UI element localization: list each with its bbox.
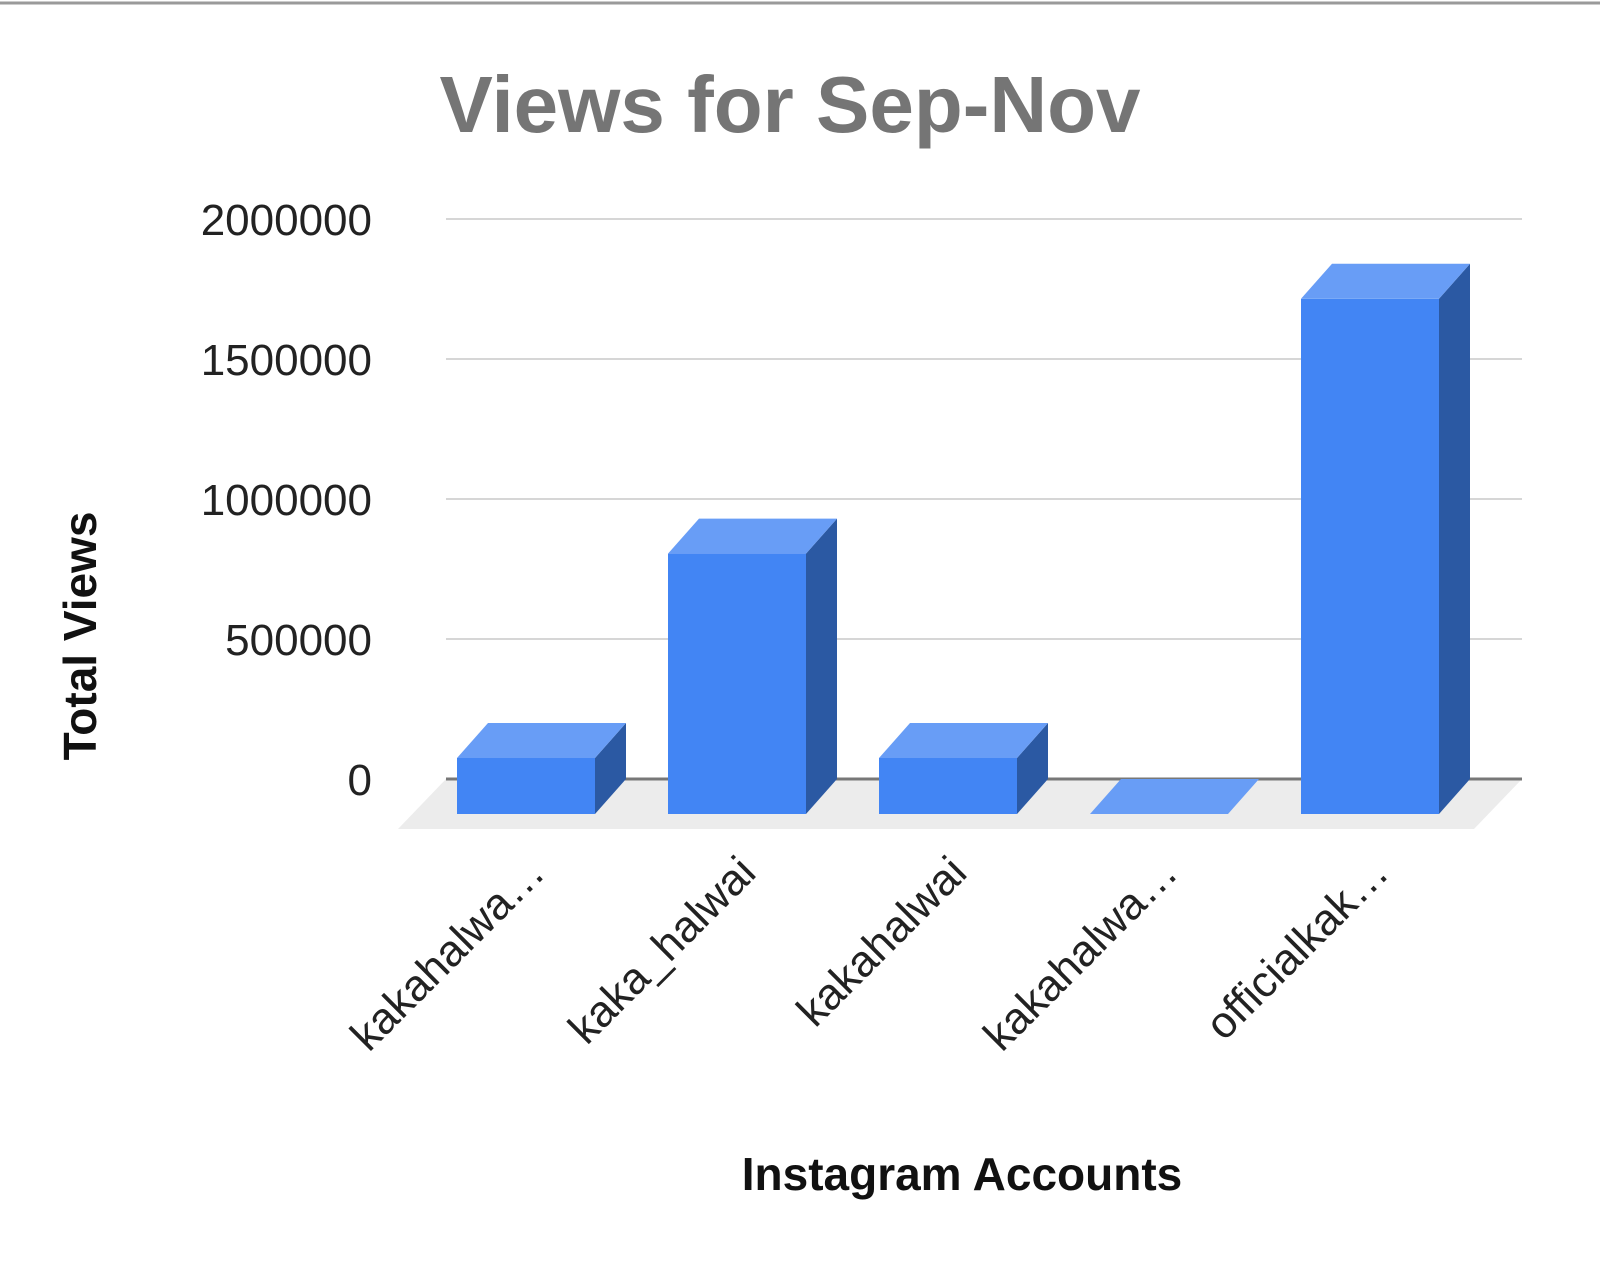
bar <box>1090 779 1259 814</box>
bar-top-face <box>668 518 837 554</box>
bar-top-face <box>457 723 626 758</box>
chart-title: Views for Sep-Nov <box>440 60 1141 149</box>
bar-front-face <box>457 758 595 814</box>
bar-top-face <box>879 723 1048 758</box>
bar-front-face <box>879 758 1017 814</box>
x-tick-label: officialkak… <box>1196 847 1398 1049</box>
x-tick-label: kakahalwa… <box>974 847 1187 1060</box>
y-tick-label: 1500000 <box>201 336 372 385</box>
x-axis-title: Instagram Accounts <box>742 1148 1183 1200</box>
y-tick-label: 0 <box>348 756 372 805</box>
y-axis-ticks: 0 500000 1000000 1500000 2000000 <box>201 196 372 805</box>
bar-front-face <box>1301 298 1439 814</box>
x-axis-ticks: kakahalwa… kaka_halwai kakahalwaikakahalwa… <box>341 847 1398 1060</box>
bar <box>879 723 1048 814</box>
y-tick-label: 500000 <box>225 616 372 665</box>
bar <box>668 518 837 814</box>
y-tick-label: 1000000 <box>201 476 372 525</box>
y-axis-title: Total Views <box>54 512 106 761</box>
bar-side-face <box>1439 263 1470 814</box>
x-tick-label: kakahalwa… <box>341 847 554 1060</box>
bar-front-face <box>668 553 806 814</box>
bar-top-face <box>1301 263 1470 299</box>
bar-top-face <box>1090 779 1259 814</box>
bar-side-face <box>1017 723 1048 814</box>
bar <box>1301 263 1470 814</box>
y-tick-label: 2000000 <box>201 196 372 245</box>
bar-side-face <box>595 723 626 814</box>
bar-side-face <box>806 518 837 814</box>
bar <box>457 723 626 814</box>
x-tick-label: kaka_halwai <box>559 847 765 1053</box>
bars <box>457 263 1470 814</box>
x-tick-label: kakahalwai <box>787 847 976 1036</box>
